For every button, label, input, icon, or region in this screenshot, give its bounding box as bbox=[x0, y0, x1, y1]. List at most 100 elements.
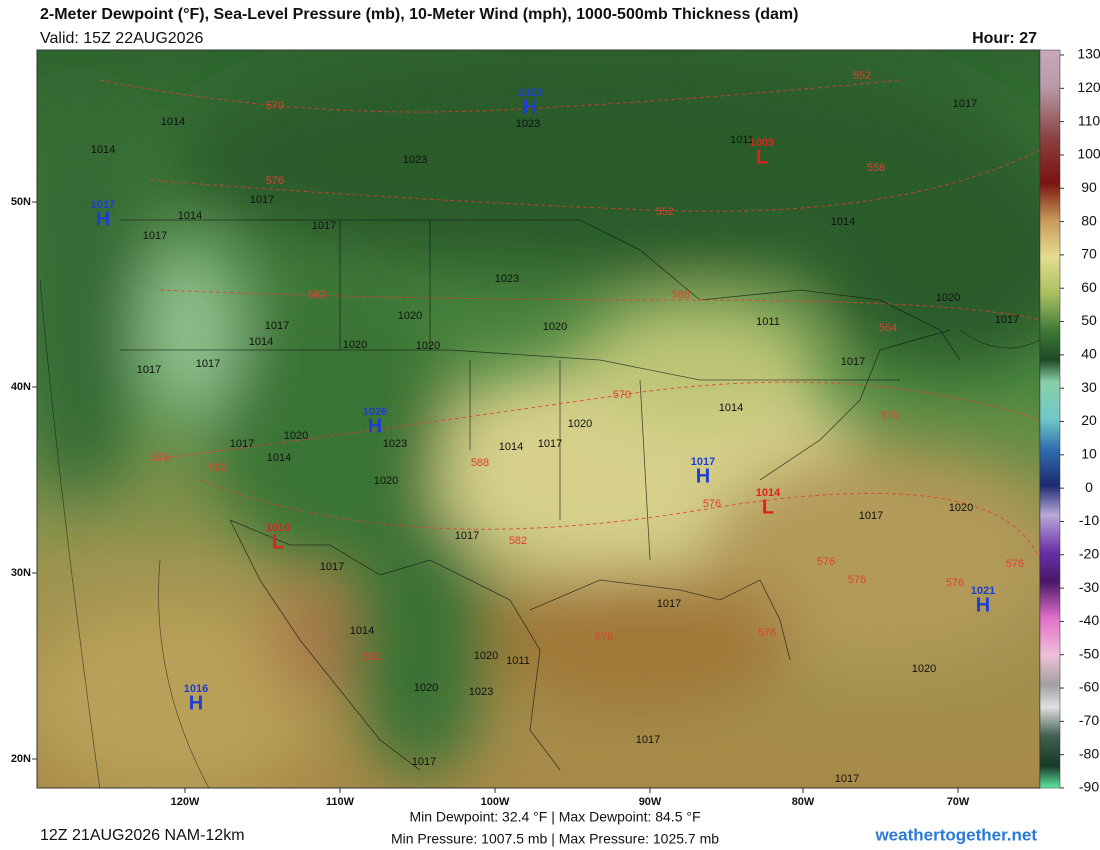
isobar-label: 1020 bbox=[416, 340, 440, 352]
thickness-label: 552 bbox=[656, 206, 674, 218]
isobar-label: 1014 bbox=[91, 144, 115, 156]
isobar-label: 1017 bbox=[841, 356, 865, 368]
pressure-center-symbol: H bbox=[189, 692, 203, 714]
isobar-label: 1017 bbox=[953, 98, 977, 110]
colorbar-label: -80 bbox=[1079, 745, 1099, 761]
thickness-label: 582 bbox=[308, 289, 326, 301]
colorbar-label: 50 bbox=[1081, 312, 1097, 328]
dewpoint-stats: Min Dewpoint: 32.4 °F | Max Dewpoint: 84… bbox=[409, 809, 700, 825]
thickness-label: 576 bbox=[946, 577, 964, 589]
pressure-center-symbol: H bbox=[523, 96, 537, 118]
colorbar-label: 20 bbox=[1081, 412, 1097, 428]
pressure-center-value: 1023 bbox=[518, 87, 542, 99]
thickness-label: 576 bbox=[152, 452, 170, 464]
thickness-label: 558 bbox=[867, 162, 885, 174]
colorbar-label: 110 bbox=[1078, 112, 1100, 128]
isobar-label: 1011 bbox=[506, 655, 530, 667]
isobar-label: 1014 bbox=[178, 210, 202, 222]
model-run: 12Z 21AUG2026 NAM-12km bbox=[40, 827, 245, 844]
isobar-label: 1020 bbox=[284, 430, 308, 442]
valid-time: Valid: 15Z 22AUG2026 bbox=[40, 30, 203, 47]
isobar-label: 1017 bbox=[995, 314, 1019, 326]
isobar-label: 1017 bbox=[230, 438, 254, 450]
isobar-label: 1011 bbox=[756, 316, 780, 328]
colorbar bbox=[1039, 49, 1061, 789]
isobar-label: 1017 bbox=[196, 358, 220, 370]
thickness-label: 576 bbox=[758, 627, 776, 639]
isobar-label: 1023 bbox=[403, 154, 427, 166]
pressure-center-value: 1021 bbox=[971, 585, 995, 597]
pressure-center-symbol: L bbox=[272, 531, 284, 553]
isobar-label: 1020 bbox=[414, 682, 438, 694]
thickness-label: 564 bbox=[879, 322, 897, 334]
isobar-label: 1014 bbox=[249, 336, 273, 348]
isobar-label: 1017 bbox=[636, 734, 660, 746]
colorbar-label: 60 bbox=[1081, 279, 1097, 295]
colorbar-label: 70 bbox=[1081, 246, 1097, 262]
isobar-label: 1017 bbox=[143, 230, 167, 242]
isobar-label: 1017 bbox=[657, 598, 681, 610]
isobar-label: 1023 bbox=[516, 118, 540, 130]
map-title: 2-Meter Dewpoint (°F), Sea-Level Pressur… bbox=[40, 6, 798, 23]
pressure-center-symbol: H bbox=[976, 594, 990, 616]
isobar-label: 1020 bbox=[949, 502, 973, 514]
isobar-label: 1011 bbox=[730, 134, 754, 146]
thickness-label: 570 bbox=[613, 389, 631, 401]
map-field bbox=[37, 50, 1040, 788]
colorbar-label: -20 bbox=[1079, 545, 1099, 561]
isobar-label: 1017 bbox=[265, 320, 289, 332]
pressure-center-value: 1010 bbox=[266, 522, 290, 534]
site-link[interactable]: weathertogether.net bbox=[874, 825, 1037, 844]
colorbar-label: -40 bbox=[1079, 612, 1099, 628]
colorbar-label: -50 bbox=[1079, 645, 1099, 661]
isobar-label: 1017 bbox=[455, 530, 479, 542]
isobar-label: 1017 bbox=[312, 220, 336, 232]
lon-label: 80W bbox=[792, 796, 815, 808]
lat-label: 20N bbox=[11, 753, 31, 765]
colorbar-label: -30 bbox=[1079, 579, 1099, 595]
colorbar-label: 100 bbox=[1077, 146, 1100, 162]
isobar-label: 1020 bbox=[398, 310, 422, 322]
lon-label: 100W bbox=[481, 796, 510, 808]
pressure-center-value: 1017 bbox=[691, 456, 715, 468]
isobar-label: 1014 bbox=[161, 116, 185, 128]
isobar-label: 1014 bbox=[267, 452, 291, 464]
thickness-label: 582 bbox=[363, 651, 381, 663]
lon-label: 110W bbox=[326, 796, 355, 808]
isobar-label: 1023 bbox=[383, 438, 407, 450]
thickness-label: 576 bbox=[817, 556, 835, 568]
colorbar-label: 130 bbox=[1077, 46, 1100, 62]
thickness-label: 552 bbox=[853, 70, 871, 82]
colorbar-label: 90 bbox=[1081, 179, 1097, 195]
thickness-label: 576 bbox=[266, 175, 284, 187]
lon-label: 120W bbox=[171, 796, 200, 808]
isobar-label: 1020 bbox=[936, 292, 960, 304]
pressure-center-symbol: L bbox=[762, 496, 774, 518]
lat-label: 50N bbox=[11, 196, 31, 208]
isobar-label: 1014 bbox=[499, 441, 523, 453]
isobar-label: 1017 bbox=[137, 364, 161, 376]
colorbar-label: -60 bbox=[1079, 679, 1099, 695]
lat-label: 40N bbox=[11, 381, 31, 393]
isobar-label: 1014 bbox=[831, 216, 855, 228]
pressure-center-value: 1017 bbox=[91, 199, 115, 211]
isobar-label: 1017 bbox=[835, 773, 859, 785]
forecast-hour: Hour: 27 bbox=[972, 30, 1037, 47]
isobar-label: 1014 bbox=[719, 402, 743, 414]
colorbar-label: 80 bbox=[1081, 212, 1097, 228]
pressure-center-symbol: L bbox=[756, 146, 768, 168]
isobar-label: 1017 bbox=[320, 561, 344, 573]
isobar-label: 1020 bbox=[343, 339, 367, 351]
isobar-label: 1020 bbox=[474, 650, 498, 662]
colorbar-label: -70 bbox=[1079, 712, 1099, 728]
thickness-label: 570 bbox=[881, 410, 899, 422]
isobar-label: 1017 bbox=[250, 194, 274, 206]
pressure-center-value: 1009 bbox=[750, 137, 774, 149]
isobar-label: 1017 bbox=[859, 510, 883, 522]
colorbar-label: 120 bbox=[1077, 79, 1100, 95]
lat-label: 30N bbox=[11, 567, 31, 579]
pressure-center-symbol: H bbox=[368, 415, 382, 437]
lon-label: 90W bbox=[639, 796, 662, 808]
pressure-center-value: 1026 bbox=[363, 406, 387, 418]
